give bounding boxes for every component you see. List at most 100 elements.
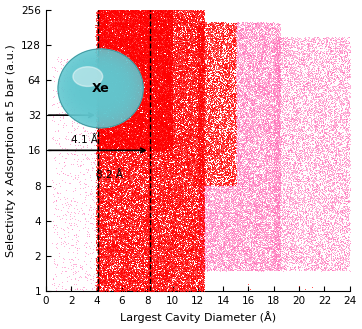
Point xyxy=(142,85,148,90)
Point xyxy=(202,179,208,185)
Point xyxy=(201,263,207,268)
Point xyxy=(214,123,220,129)
Point xyxy=(165,144,171,149)
Point xyxy=(118,248,124,254)
Point xyxy=(184,125,189,130)
Point xyxy=(160,115,165,121)
Point xyxy=(98,43,104,48)
Point xyxy=(199,54,205,59)
Point xyxy=(105,55,111,60)
Point xyxy=(209,210,215,215)
Point xyxy=(173,274,179,279)
Point xyxy=(269,82,275,87)
Point xyxy=(227,178,233,183)
Point xyxy=(129,151,134,156)
Point xyxy=(272,29,277,34)
Point xyxy=(102,30,108,35)
Point xyxy=(339,55,345,60)
Point xyxy=(234,143,240,148)
Point xyxy=(313,76,319,81)
Point xyxy=(148,156,153,162)
Point xyxy=(161,58,167,63)
Point xyxy=(110,128,115,133)
Point xyxy=(118,269,123,275)
Point xyxy=(239,146,245,151)
Point xyxy=(185,148,191,153)
Point xyxy=(152,95,158,100)
Point xyxy=(135,45,141,51)
Point xyxy=(137,272,143,278)
Point xyxy=(99,22,105,27)
Point xyxy=(101,262,107,267)
Point xyxy=(215,196,221,201)
Point xyxy=(159,110,165,115)
Point xyxy=(126,61,131,66)
Point xyxy=(168,100,174,106)
Point xyxy=(167,160,173,165)
Point xyxy=(115,115,121,120)
Point xyxy=(113,43,119,48)
Point xyxy=(213,89,219,94)
Point xyxy=(340,259,346,264)
Point xyxy=(195,191,201,196)
Point xyxy=(139,276,144,281)
Point xyxy=(212,187,218,192)
Point xyxy=(160,17,165,23)
Point xyxy=(118,56,124,62)
Point xyxy=(152,43,157,49)
Point xyxy=(94,110,100,115)
Point xyxy=(185,105,191,110)
Point xyxy=(154,85,160,90)
Point xyxy=(191,68,197,73)
Point xyxy=(257,218,262,224)
Point xyxy=(121,260,126,265)
Point xyxy=(248,87,254,92)
Point xyxy=(156,129,162,134)
Point xyxy=(150,134,155,139)
Point xyxy=(168,250,174,256)
Point xyxy=(127,220,133,226)
Point xyxy=(192,38,198,43)
Point xyxy=(105,95,111,101)
Point xyxy=(155,65,161,71)
Point xyxy=(96,27,101,33)
Point xyxy=(127,86,133,91)
Point xyxy=(177,282,183,287)
Point xyxy=(119,22,125,27)
Point xyxy=(307,255,312,261)
Point xyxy=(94,133,100,139)
Point xyxy=(341,138,346,143)
Point xyxy=(154,39,160,45)
Point xyxy=(339,158,345,163)
Point xyxy=(235,21,240,27)
Point xyxy=(237,240,243,246)
Point xyxy=(192,169,198,174)
Point xyxy=(185,207,191,212)
Point xyxy=(185,29,191,34)
Point xyxy=(201,97,207,102)
Point xyxy=(199,24,205,29)
Point xyxy=(156,165,161,170)
Point xyxy=(164,106,169,111)
Point xyxy=(320,165,325,170)
Point xyxy=(165,142,171,147)
Point xyxy=(139,147,144,153)
Point xyxy=(186,247,192,253)
Point xyxy=(199,25,205,31)
Point xyxy=(278,140,284,145)
Point xyxy=(136,124,142,129)
Point xyxy=(101,141,106,146)
Point xyxy=(198,15,203,20)
Point xyxy=(123,86,129,91)
Point xyxy=(181,119,186,124)
Point xyxy=(142,192,147,198)
Point xyxy=(147,34,153,39)
Point xyxy=(266,162,272,167)
Point xyxy=(180,263,185,268)
Point xyxy=(158,273,164,278)
Point xyxy=(238,31,244,36)
Point xyxy=(149,103,155,108)
Point xyxy=(215,232,221,238)
Point xyxy=(257,21,263,26)
Point xyxy=(177,70,182,75)
